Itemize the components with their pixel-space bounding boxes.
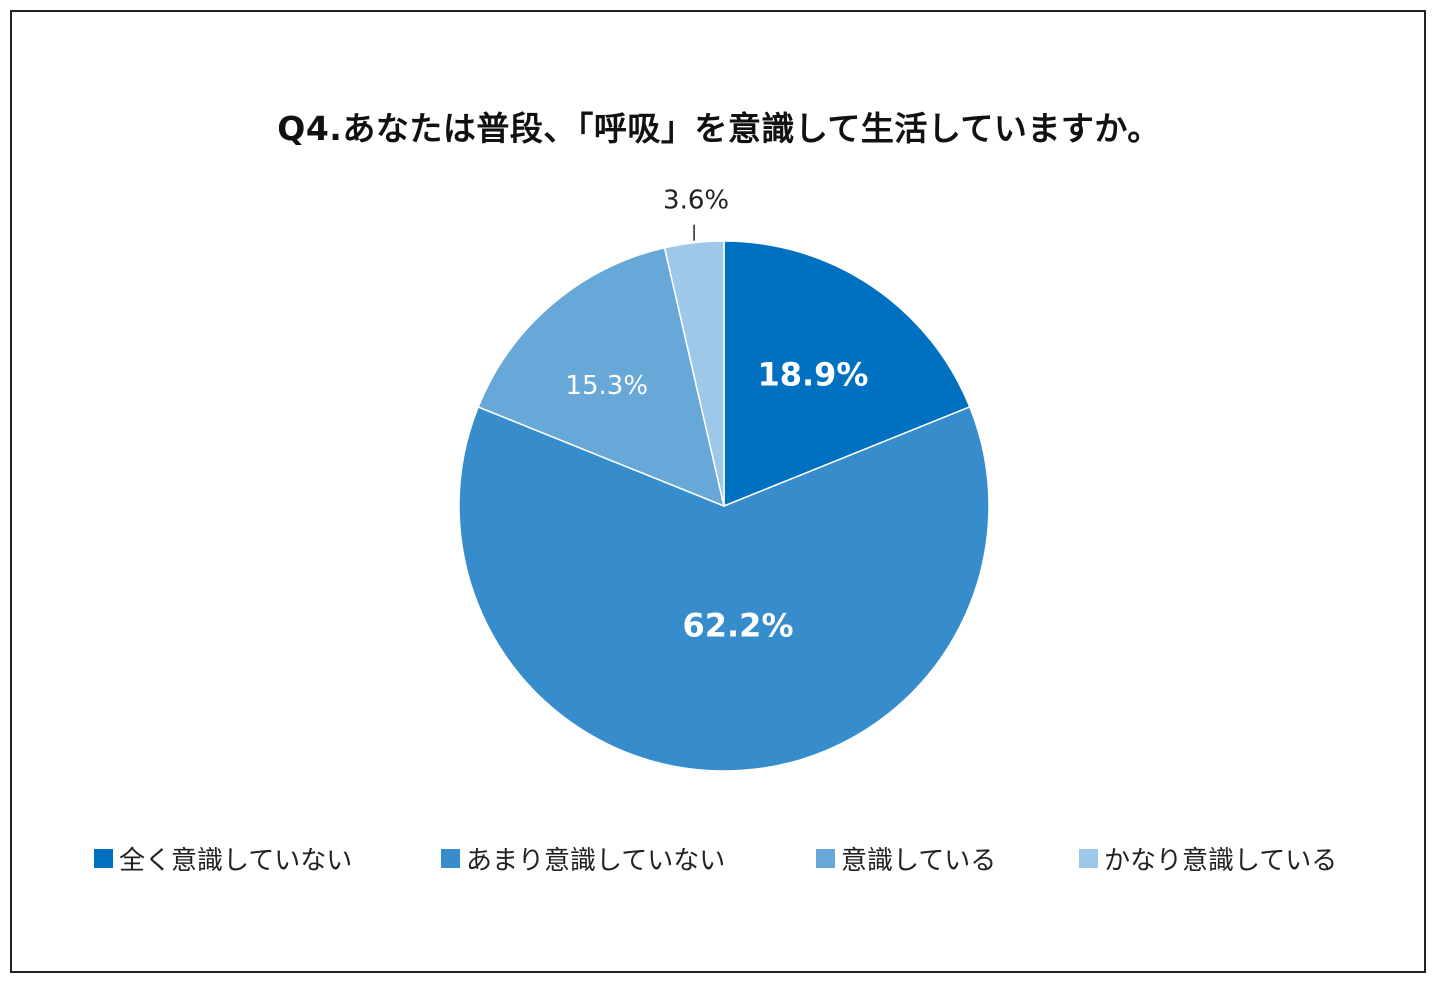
pie-slice-1 bbox=[458, 405, 990, 772]
legend-swatch-1 bbox=[441, 848, 460, 868]
pie-slice-3 bbox=[663, 240, 725, 507]
pie-slice-2 bbox=[477, 246, 726, 508]
legend-label-1: あまり意識していない bbox=[466, 845, 726, 876]
pie-slice-0 bbox=[723, 240, 971, 508]
data-label-2: 15.3% bbox=[565, 371, 648, 401]
legend-label-2: 意識している bbox=[841, 845, 997, 876]
data-label-3: 3.6% bbox=[663, 186, 729, 216]
legend-label-0: 全く意識していない bbox=[119, 845, 353, 876]
legend-item-0: 全く意識していない bbox=[94, 838, 352, 878]
legend-swatch-0 bbox=[94, 848, 113, 868]
data-label-0: 18.9% bbox=[757, 355, 868, 393]
legend-item-1: あまり意識していない bbox=[441, 838, 725, 878]
legend-swatch-2 bbox=[816, 848, 835, 868]
legend-swatch-3 bbox=[1079, 848, 1098, 868]
legend-item-2: 意識している bbox=[816, 838, 996, 878]
legend-item-3: かなり意識している bbox=[1079, 838, 1337, 878]
legend: 全く意識していない あまり意識していない 意識している かなり意識している bbox=[0, 838, 1438, 878]
data-label-1: 62.2% bbox=[682, 606, 793, 644]
chart-title: Q4.あなたは普段、「呼吸」を意識して生活していますか。 bbox=[277, 109, 1161, 148]
legend-label-3: かなり意識している bbox=[1104, 845, 1338, 876]
